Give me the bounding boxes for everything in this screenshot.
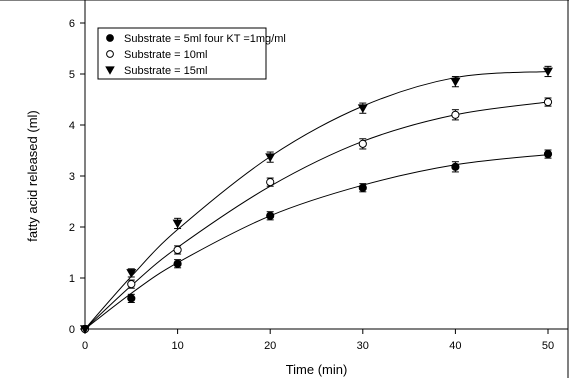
y-axis-title: fatty acid released (ml)	[25, 110, 40, 242]
legend-label-series-3: Substrate = 15ml	[124, 65, 207, 77]
data-point-series-3	[79, 325, 91, 334]
y-tick-label: 1	[69, 273, 75, 285]
x-tick-label: 0	[82, 340, 88, 352]
x-tick-label: 20	[264, 340, 276, 352]
data-point-series-2	[543, 97, 553, 107]
data-point-series-2	[173, 245, 182, 255]
y-tick-label: 5	[69, 69, 75, 81]
y-tick-label: 0	[69, 324, 75, 336]
x-tick-label: 40	[449, 340, 461, 352]
data-point-series-3	[357, 104, 368, 114]
legend-marker-series-3	[105, 66, 115, 75]
data-point-series-2	[127, 280, 136, 289]
y-tick-label: 3	[69, 171, 75, 183]
fit-line-series-1	[84, 154, 549, 330]
x-tick-label: 50	[542, 340, 554, 352]
legend-box	[97, 27, 267, 80]
data-point-series-3	[172, 219, 183, 229]
data-point-series-2	[266, 178, 275, 187]
data-point-series-2	[358, 139, 367, 148]
y-tick-label: 4	[69, 120, 75, 132]
x-tick-label: 30	[357, 340, 369, 352]
data-point-series-1	[451, 162, 460, 171]
fit-lines	[84, 70, 549, 330]
x-tick-label: 10	[171, 340, 183, 352]
data-point-series-1	[358, 183, 367, 192]
data-point-series-1	[173, 259, 182, 268]
legend-marker-series-1	[106, 34, 114, 42]
data-point-series-3	[265, 153, 276, 163]
fit-line-series-3	[84, 70, 549, 330]
data-point-series-2	[451, 110, 460, 119]
data-point-series-1	[127, 294, 136, 303]
markers	[79, 67, 554, 334]
data-point-series-3	[542, 67, 554, 77]
data-point-series-3	[450, 77, 461, 87]
y-tick-label: 6	[69, 18, 75, 30]
data-point-series-3	[126, 269, 137, 278]
fit-line-series-2	[84, 101, 549, 330]
axes: 0 10 20 30 40 50 0 1 2 3 4 5 6	[69, 18, 554, 352]
y-tick-label: 2	[69, 222, 75, 234]
x-axis-title: Time (min)	[286, 362, 348, 377]
data-point-series-1	[543, 149, 553, 159]
legend-label-series-2: Substrate = 10ml	[124, 49, 207, 61]
legend-marker-series-2	[106, 50, 114, 58]
data-point-series-1	[266, 211, 275, 220]
error-bars	[127, 65, 552, 303]
legend-label-series-1: Substrate = 5ml four KT =1mg/ml	[124, 33, 286, 45]
legend: Substrate = 5ml four KT =1mg/ml Substrate…	[97, 27, 286, 80]
